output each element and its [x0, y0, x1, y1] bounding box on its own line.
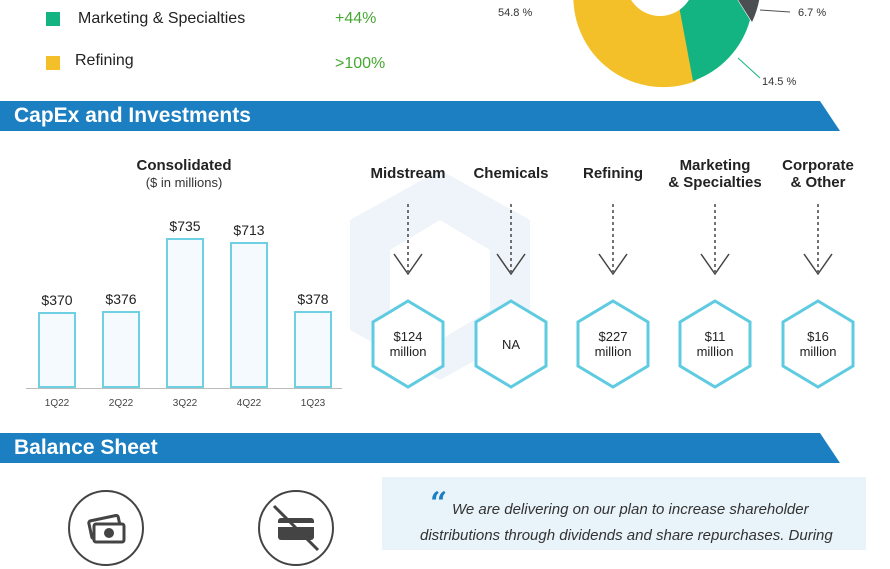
quote-line-1: We are delivering on our plan to increas… [452, 501, 809, 518]
quote-line-2: distributions through dividends and shar… [420, 527, 833, 544]
segment-value: $124 million [370, 298, 446, 390]
value-hexagon [781, 299, 855, 389]
pie-label-14: 14.5 % [762, 76, 797, 88]
bar-value-label: $376 [105, 291, 137, 308]
bar-value-label: $735 [169, 218, 201, 234]
bar-2Q22 [102, 311, 140, 388]
balance-banner [0, 433, 840, 463]
segment-heading-line: & Specialties [668, 174, 762, 191]
legend-label-marketing: Marketing & Specialties [78, 10, 246, 27]
quote-box [382, 477, 866, 550]
segment-value-line: million [389, 344, 427, 359]
segment-heading-line: Marketing [679, 157, 751, 174]
segment-value-line: $227 [598, 329, 628, 344]
legend-swatch-refining [46, 56, 60, 70]
bar-3Q22 [166, 238, 204, 388]
chart-subtitle: ($ in millions) [145, 175, 223, 190]
pie-label-6: 6.7 % [798, 7, 827, 19]
pie-slice-refining [573, 0, 704, 88]
segment-heading-line: Refining [583, 165, 643, 182]
value-hexagon [371, 299, 445, 389]
legend-value-marketing: +44% [335, 10, 377, 27]
down-arrow-icon [598, 204, 628, 276]
segment-value: $11 million [677, 298, 753, 390]
segment-value-line: million [594, 344, 632, 359]
x-tick-label: 3Q22 [172, 398, 198, 409]
segment-heading: Marketing & Specialties [655, 157, 775, 191]
x-tick-label: 4Q22 [236, 398, 262, 409]
pie-label-54: 54.8 % [498, 7, 533, 19]
segment-heading-line: Midstream [370, 165, 446, 182]
value-hexagon [576, 299, 650, 389]
chart-title: Consolidated [136, 157, 232, 174]
segment-value: NA [473, 298, 549, 390]
segment-heading: Refining [553, 165, 673, 182]
pie-slice-gray [738, 0, 760, 22]
pie-chart [573, 0, 791, 88]
segment-heading-line: Corporate [782, 157, 854, 174]
pie-center-hole [631, 0, 689, 16]
segment-value-line: million [799, 344, 837, 359]
chart-x-axis [26, 388, 342, 389]
segment-value-line: $16 [807, 329, 829, 344]
segment-value-line: million [696, 344, 734, 359]
bar-value-label: $370 [41, 292, 73, 309]
segment-heading: Midstream [348, 165, 468, 182]
x-tick-label: 1Q23 [300, 398, 326, 409]
segment-heading-line: & Other [790, 174, 846, 191]
segment-heading: Corporate & Other [758, 157, 878, 191]
value-hexagon [678, 299, 752, 389]
quote-mark-icon: “ [430, 486, 448, 521]
pie-leader-6 [759, 9, 791, 13]
balance-banner-title: Balance Sheet [14, 436, 158, 459]
x-tick-label: 2Q22 [108, 398, 134, 409]
pie-slice-marketing [677, 0, 750, 81]
bar-4Q22 [230, 242, 268, 388]
segment-value-line: NA [501, 336, 521, 352]
segment-heading-line: Chemicals [473, 165, 549, 182]
capex-banner-title: CapEx and Investments [14, 104, 251, 127]
bar-1Q23 [294, 310, 332, 388]
cash-icon [68, 490, 144, 566]
segment-value: $16 million [780, 298, 856, 390]
no-credit-card-icon [258, 490, 334, 566]
bar-value-label: $378 [297, 290, 329, 307]
bar-1Q22 [38, 312, 76, 388]
down-arrow-icon [496, 204, 526, 276]
bar-value-label: $713 [233, 222, 265, 239]
legend-swatch-marketing [46, 12, 60, 26]
down-arrow-icon [700, 204, 730, 276]
segment-value-line: $11 [704, 329, 726, 344]
pie-leader-14 [737, 57, 761, 79]
segment-value: $227 million [575, 298, 651, 390]
capex-banner [0, 101, 840, 131]
value-hexagon [474, 299, 548, 389]
segment-value-line: $124 [393, 329, 423, 344]
down-arrow-icon [393, 204, 423, 276]
legend-value-refining: >100% [335, 55, 386, 72]
down-arrow-icon [803, 204, 833, 276]
segment-heading: Chemicals [451, 165, 571, 182]
legend-label-refining: Refining [75, 52, 134, 69]
x-tick-label: 1Q22 [44, 398, 70, 409]
